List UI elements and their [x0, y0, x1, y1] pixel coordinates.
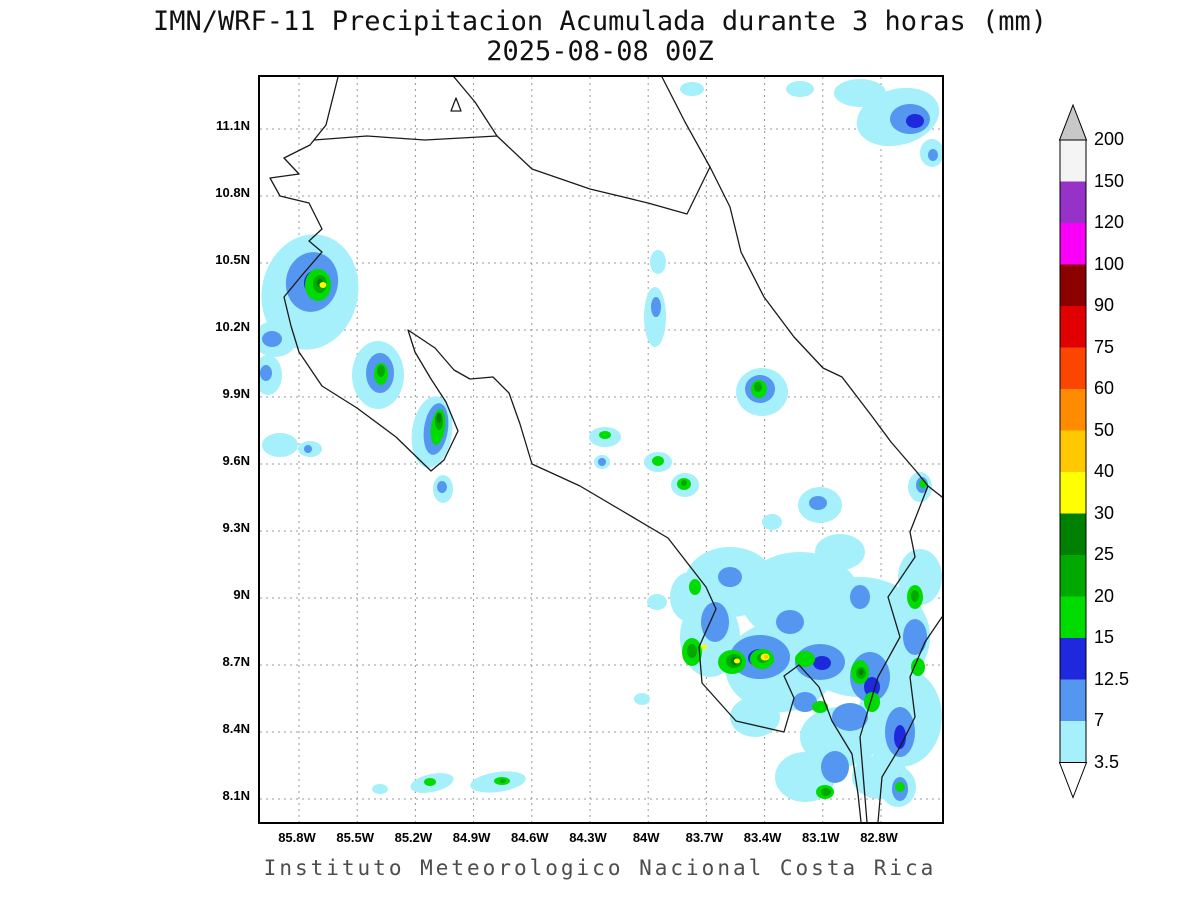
lat-tick-label: 10.8N [215, 185, 250, 200]
colorbar-segment [1060, 638, 1086, 680]
lon-tick-label: 84.6W [511, 830, 549, 845]
nicaragua-border [313, 135, 711, 215]
colorbar [1056, 103, 1096, 800]
colorbar-segment [1060, 555, 1086, 597]
precip-level-20 [313, 275, 919, 796]
lon-tick-label: 84.3W [569, 830, 607, 845]
lat-tick-label: 10.5N [215, 252, 250, 267]
colorbar-tick-label: 15 [1094, 627, 1115, 647]
colorbar-tick-label: 40 [1094, 461, 1115, 481]
page-title: IMN/WRF-11 Precipitacion Acumulada duran… [152, 6, 1048, 37]
colorbar-segment [1060, 389, 1086, 431]
colorbar-segment [1060, 140, 1086, 182]
colorbar-tick-label: 100 [1094, 253, 1125, 274]
colorbar-under-arrow [1058, 762, 1088, 799]
lat-tick-label: 9.9N [222, 386, 250, 401]
colorbar-tick-label: 150 [1094, 170, 1125, 191]
precip-level-7 [260, 104, 938, 801]
lat-tick-label: 9N [233, 587, 250, 602]
precip-contours [260, 79, 942, 807]
panama-pacific-coast [877, 616, 942, 822]
precip-level-3.5 [260, 79, 942, 807]
colorbar-segment [1060, 347, 1086, 389]
lat-tick-label: 8.4N [222, 721, 250, 736]
colorbar-tick-label: 12.5 [1094, 668, 1130, 689]
precip-level-40 [764, 655, 768, 659]
lon-tick-label: 82.8W [860, 830, 898, 845]
colorbar-tick-label: 20 [1094, 585, 1115, 606]
caribbean-coastline [661, 77, 942, 498]
colorbar-tick-label: 30 [1094, 502, 1115, 523]
colorbar-tick-label: 120 [1094, 212, 1125, 232]
colorbar-segment [1060, 181, 1086, 223]
map-panel [258, 75, 944, 824]
colorbar-segment [1060, 596, 1086, 638]
colorbar-segment [1060, 223, 1086, 265]
colorbar-segment [1060, 306, 1086, 348]
colorbar-tick-label: 3.5 [1094, 751, 1120, 772]
lon-tick-label: 84.9W [452, 830, 491, 845]
lon-tick-label: 85.2W [394, 830, 433, 845]
colorbar-segment [1060, 721, 1086, 763]
lon-tick-label: 83.1W [802, 830, 840, 845]
pacific-coastline [269, 77, 862, 822]
page-subtitle: 2025-08-08 00Z [486, 36, 714, 67]
lat-tick-label: 11.1N [216, 118, 250, 133]
colorbar-tick-label: 25 [1094, 544, 1115, 564]
lon-tick-label: 85.5W [336, 830, 374, 845]
colorbar-tick-label: 60 [1094, 378, 1115, 398]
caption: Instituto Meteorologico Nacional Costa R… [263, 856, 937, 880]
lat-tick-label: 8.7N [222, 654, 250, 669]
lat-tick-label: 9.6N [222, 453, 250, 468]
map-svg [260, 77, 942, 822]
precip-level-30 [319, 282, 770, 664]
colorbar-tick-label: 50 [1094, 419, 1115, 440]
colorbar-segment [1060, 472, 1086, 514]
colorbar-segment [1060, 513, 1086, 555]
colorbar-segment [1060, 679, 1086, 721]
lake-island-triangle-icon [450, 97, 462, 112]
lon-tick-label: 84W [632, 830, 660, 845]
lon-tick-label: 85.8W [278, 830, 316, 845]
colorbar-segment [1060, 430, 1086, 472]
lat-tick-label: 10.2N [215, 319, 250, 334]
colorbar-over-arrow [1058, 103, 1088, 141]
lon-tick-label: 83.7W [685, 830, 724, 845]
colorbar-tick-label: 75 [1094, 336, 1115, 357]
colorbar-tick-label: 200 [1094, 129, 1125, 149]
colorbar-tick-label: 90 [1094, 295, 1115, 315]
panama-border [859, 485, 929, 822]
lon-tick-label: 83.4W [743, 830, 782, 845]
geography-outlines [269, 77, 942, 822]
lake-nicaragua-shore [453, 77, 498, 137]
lat-tick-label: 9.3N [222, 520, 250, 535]
colorbar-tick-label: 7 [1094, 710, 1105, 730]
colorbar-segment [1060, 264, 1086, 306]
lat-tick-label: 8.1N [222, 788, 250, 803]
